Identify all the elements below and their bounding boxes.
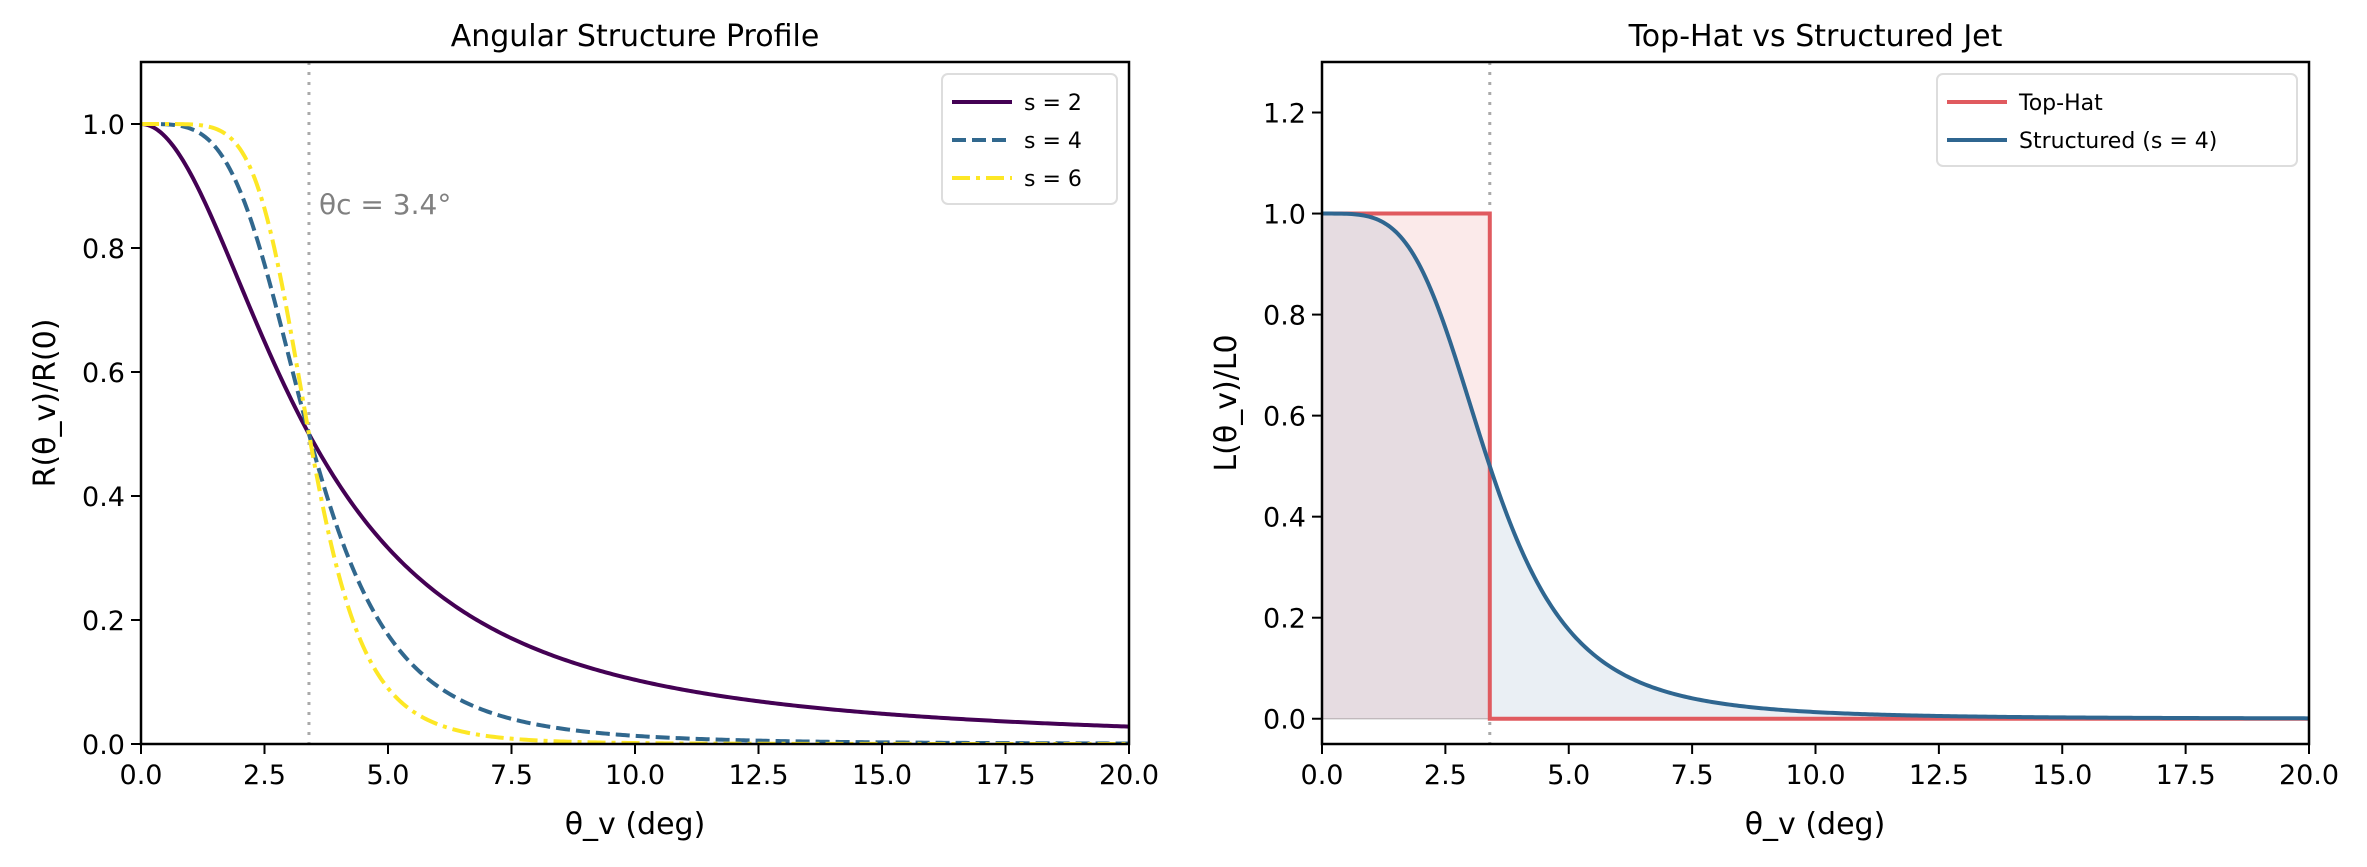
x-tick-label: 15.0 xyxy=(2032,760,2092,791)
series-line-2 xyxy=(141,122,1129,744)
x-tick-label: 20.0 xyxy=(1099,760,1159,791)
y-tick-label: 0.2 xyxy=(82,606,125,637)
legend-label-0: s = 2 xyxy=(1024,91,1082,116)
y-tick-label: 0.6 xyxy=(82,358,125,389)
plot-area xyxy=(1322,62,2309,744)
right-y-axis-label: L(θ_v)/L0 xyxy=(1209,334,1244,471)
series-line-1 xyxy=(141,122,1129,744)
y-tick-label: 0.8 xyxy=(82,234,125,265)
series-line-1 xyxy=(1322,211,2309,721)
x-tick-label: 17.5 xyxy=(2156,760,2216,791)
x-tick-label: 0.0 xyxy=(120,760,163,791)
legend-label-2: s = 6 xyxy=(1024,167,1082,192)
x-tick-label: 7.5 xyxy=(1671,760,1714,791)
y-tick-label: 0.4 xyxy=(1263,503,1306,534)
x-tick-label: 7.5 xyxy=(490,760,533,791)
x-tick-label: 15.0 xyxy=(852,760,912,791)
theta-c-annotation: θc = 3.4° xyxy=(319,188,451,221)
x-tick-label: 5.0 xyxy=(367,760,410,791)
x-tick-label: 0.0 xyxy=(1301,760,1344,791)
y-tick-label: 0.6 xyxy=(1263,402,1306,433)
chart-title: Top-Hat vs Structured Jet xyxy=(1628,19,2003,54)
left-y-axis-label: R(θ_v)/R(0) xyxy=(28,319,63,488)
left-x-axis-label: θ_v (deg) xyxy=(565,807,706,842)
y-tick-label: 1.0 xyxy=(1263,200,1306,231)
x-tick-label: 10.0 xyxy=(605,760,665,791)
x-tick-label: 5.0 xyxy=(1547,760,1590,791)
x-tick-label: 17.5 xyxy=(975,760,1035,791)
y-tick-label: 1.0 xyxy=(82,110,125,141)
chart-title: Angular Structure Profile xyxy=(451,19,820,54)
y-tick-label: 1.2 xyxy=(1263,99,1306,130)
x-tick-label: 12.5 xyxy=(728,760,788,791)
series-line-0 xyxy=(141,122,1129,729)
x-tick-label: 12.5 xyxy=(1909,760,1969,791)
axis-labels: θ_v (deg) R(θ_v)/R(0) θc = 3.4° θ_v (deg… xyxy=(28,188,1885,842)
x-tick-label: 2.5 xyxy=(243,760,286,791)
x-tick-label: 10.0 xyxy=(1785,760,1845,791)
legend-label-1: s = 4 xyxy=(1024,129,1082,154)
y-tick-label: 0.2 xyxy=(1263,604,1306,635)
legend xyxy=(1936,73,2298,167)
right-chart: 0.0 2.5 5.0 7.5 10.0 12.5 15.0 17.5 20.0 0.0 0.2 0.… xyxy=(1263,19,2339,791)
y-tick-label: 0.0 xyxy=(82,730,125,761)
y-tick-label: 0.4 xyxy=(82,482,125,513)
y-tick-label: 0.8 xyxy=(1263,301,1306,332)
right-x-axis-label: θ_v (deg) xyxy=(1745,807,1886,842)
y-tick-label: 0.0 xyxy=(1263,705,1306,736)
left-chart: 0.0 2.5 5.0 7.5 10.0 12.5 15.0 17.5 20.0 0.0 0.2 0.… xyxy=(82,19,1159,791)
x-tick-label: 20.0 xyxy=(2279,760,2339,791)
structured-fill xyxy=(1322,213,2309,719)
legend xyxy=(941,73,1118,205)
x-tick-label: 2.5 xyxy=(1424,760,1467,791)
legend-label-0: Top-Hat xyxy=(2018,91,2103,116)
legend-label-1: Structured (s = 4) xyxy=(2019,129,2217,154)
